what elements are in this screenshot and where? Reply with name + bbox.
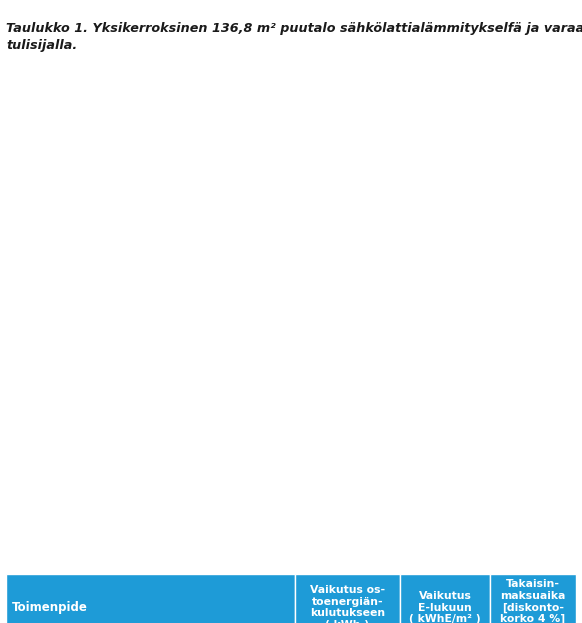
Bar bbox=[6, 574, 295, 623]
Text: Vaikutus os-
toenergiän-
kulutukseen
( kWh ): Vaikutus os- toenergiän- kulutukseen ( k… bbox=[310, 585, 385, 623]
Text: tulisijalla.: tulisijalla. bbox=[6, 39, 77, 52]
Bar bbox=[295, 574, 400, 623]
Bar bbox=[490, 574, 576, 623]
Text: Taulukko 1. Yksikerroksinen 136,8 m² puutalo sähkölattialämmitykselfä ja varaava: Taulukko 1. Yksikerroksinen 136,8 m² puu… bbox=[6, 22, 582, 36]
Bar bbox=[400, 574, 490, 623]
Text: Vaikutus
E-lukuun
( kWhE/m² ): Vaikutus E-lukuun ( kWhE/m² ) bbox=[409, 591, 481, 623]
Text: Takaisin-
maksuaika
[diskonto-
korko 4 %]
( vuotta ): Takaisin- maksuaika [diskonto- korko 4 %… bbox=[501, 579, 566, 623]
Text: Toimenpide: Toimenpide bbox=[12, 601, 88, 614]
